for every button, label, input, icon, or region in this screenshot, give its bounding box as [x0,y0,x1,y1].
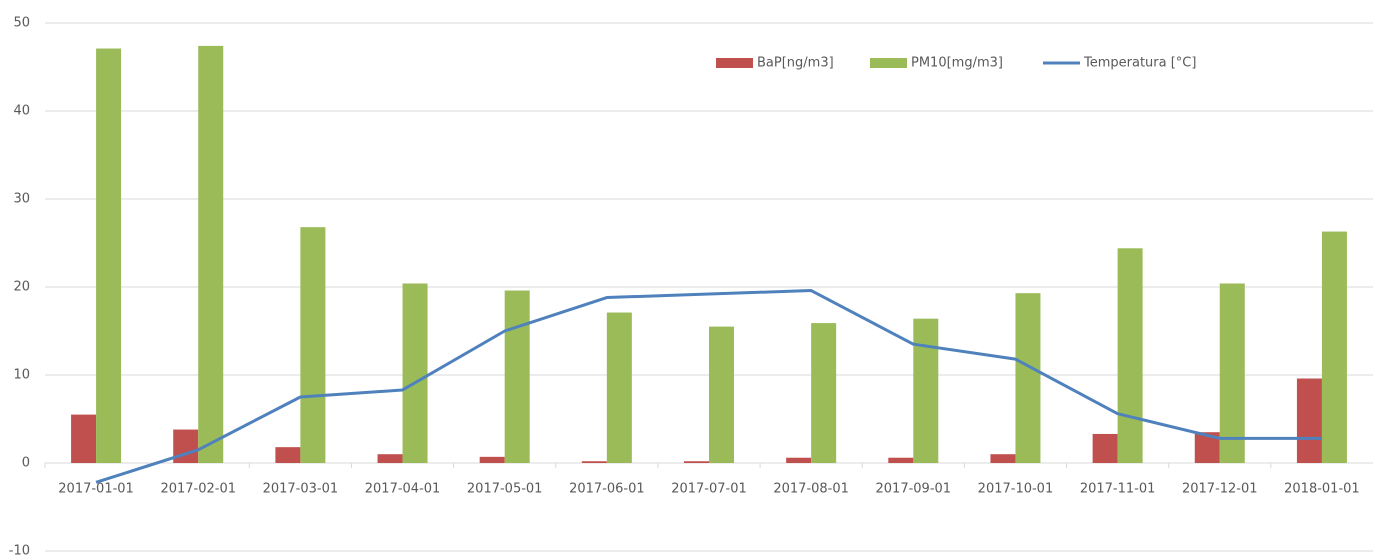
bar [300,227,326,463]
bar [990,454,1016,463]
y-tick-label: 10 [13,368,30,383]
x-tick-label: 2017-01-01 [58,482,134,497]
x-tick-label: 2017-09-01 [876,482,952,497]
legend-label: BaP[ng/m3] [757,56,834,71]
x-tick-label: 2017-03-01 [263,482,339,497]
bar [402,283,428,463]
bar [1321,231,1347,463]
x-tick-label: 2017-04-01 [365,482,441,497]
bar [377,454,403,463]
y-tick-label: 20 [13,280,30,295]
bar [786,457,812,463]
y-tick-label: 40 [13,104,30,119]
x-tick-label: 2017-02-01 [160,482,236,497]
bar [709,326,734,463]
bar [581,461,607,463]
x-tick-label: 2017-07-01 [671,482,747,497]
bar [275,447,301,463]
bar [479,456,505,463]
y-tick-label: 30 [13,192,30,207]
bar [913,318,939,463]
x-tick-label: 2017-12-01 [1182,482,1258,497]
bar [96,48,122,464]
legend-swatch [716,58,753,68]
legend-swatch [870,58,907,68]
bar [504,290,530,463]
bar [811,323,837,463]
bar [1219,283,1245,463]
x-tick-label: 2017-05-01 [467,482,543,497]
y-tick-label: 50 [13,16,30,31]
y-tick-label: 0 [22,456,30,471]
line [95,289,1322,484]
bar [1015,293,1041,463]
bar [1296,378,1322,463]
x-tick-label: 2017-06-01 [569,482,645,497]
bar [1092,433,1118,463]
x-tick-label: 2018-01-01 [1284,482,1360,497]
legend-label: PM10[mg/m3] [911,56,1003,71]
bar [606,312,632,463]
bar [1117,248,1143,463]
x-tick-label: 2017-10-01 [978,482,1054,497]
x-tick-label: 2017-11-01 [1080,482,1156,497]
y-tick-label: -10 [9,544,30,558]
bar [684,461,709,463]
bar [888,457,914,463]
bar [198,45,224,463]
bar [71,414,97,463]
legend-label: Temperatura [°C] [1083,56,1196,71]
x-tick-label: 2017-08-01 [773,482,849,497]
